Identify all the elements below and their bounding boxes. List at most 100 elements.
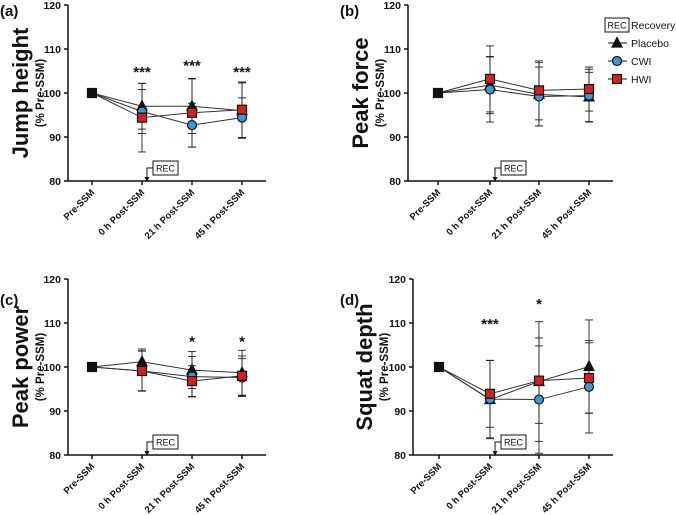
significance-marker: *** <box>481 316 499 333</box>
y-tick-label: 110 <box>44 318 61 330</box>
x-tick-label: Pre-SSM <box>409 461 444 496</box>
y-tick-label: 110 <box>384 44 401 56</box>
data-point-hwi <box>533 375 545 386</box>
data-point-baseline <box>86 361 98 373</box>
rec-annotation: REC <box>144 160 179 182</box>
rec-arrow-line <box>494 167 501 178</box>
y-axis-title: Jump height <box>8 27 33 158</box>
rec-box <box>500 434 527 450</box>
series-line-cwi <box>91 92 243 126</box>
legend-rec-box-label: REC <box>607 21 627 31</box>
rec-arrow-line <box>494 441 501 452</box>
significance-marker: *** <box>133 64 151 81</box>
series-line-hwi <box>438 366 590 395</box>
y-tick-label: 80 <box>49 176 61 188</box>
rec-arrow-line <box>146 167 153 178</box>
panel-d: (d)Squat depth (% Pre-SSM) 80 90 100 110 120 Pr… <box>340 274 613 515</box>
y-tick-label: 120 <box>388 274 406 286</box>
x-tick-label: 21 h Post-SSM <box>143 461 197 515</box>
y-tick-label: 90 <box>394 406 406 418</box>
series-line-placebo <box>91 92 243 112</box>
panel-label: (c) <box>0 292 18 309</box>
y-tick-label: 80 <box>389 176 401 188</box>
legend-label: Placebo <box>631 38 669 50</box>
y-tick-label: 100 <box>388 362 406 374</box>
x-tick-label: 21 h Post-SSM <box>490 187 544 241</box>
legend-item-cwi: CWI <box>608 55 651 68</box>
y-axis-subtitle: (% Pre-SSM) <box>35 333 47 402</box>
triangle-icon <box>611 36 623 48</box>
legend-label: CWI <box>631 56 651 68</box>
data-point-cwi <box>533 394 545 405</box>
y-tick-label: 90 <box>389 132 401 144</box>
data-point-hwi <box>236 370 248 381</box>
rec-arrow-line <box>146 441 153 452</box>
x-tick-label: 0 h Post-SSM <box>96 187 147 238</box>
y-tick-label: 100 <box>43 362 61 374</box>
x-tick-label: Pre-SSM <box>62 187 97 222</box>
y-tick-label: 100 <box>43 88 61 100</box>
significance-marker: * <box>239 334 245 351</box>
series-line-placebo <box>91 361 243 374</box>
data-point-hwi <box>236 104 248 115</box>
y-axis-subtitle: (% Pre-SSM) <box>35 59 47 128</box>
y-tick-label: 80 <box>394 450 406 462</box>
y-tick-label: 120 <box>383 0 401 12</box>
y-axis-title: Squat depth <box>352 303 377 430</box>
data-point-baseline <box>433 361 445 373</box>
data-point-placebo <box>136 354 148 367</box>
rec-label: REC <box>156 438 176 448</box>
arrow-down-icon <box>492 177 498 182</box>
series-line-hwi <box>91 92 243 119</box>
y-tick-label: 90 <box>49 132 61 144</box>
y-tick-label: 100 <box>383 88 401 100</box>
series-line-hwi <box>91 366 243 382</box>
x-tick-label: Pre-SSM <box>62 461 97 496</box>
y-tick-label: 120 <box>43 274 61 286</box>
data-point-hwi <box>484 73 496 85</box>
x-tick-label: 0 h Post-SSM <box>96 461 147 512</box>
panel-a: (a) Jump height (% Pre-SSM) 80 90 100 110 120 Pr… <box>0 0 266 242</box>
y-tick-label: 110 <box>44 44 61 56</box>
series-line-placebo <box>438 366 590 401</box>
data-point-hwi <box>186 107 198 118</box>
y-axis-title: Peak force <box>348 37 373 148</box>
y-axis-title: Peak power <box>8 305 33 428</box>
circle-icon <box>611 55 623 67</box>
panel-c: (c)Peak power (% Pre-SSM) 80 90 100 110 120 Pre… <box>0 274 266 515</box>
panel-label: (b) <box>340 3 359 20</box>
data-point-cwi <box>484 84 496 95</box>
x-tick-label: 45 h Post-SSM <box>540 461 594 515</box>
series-line-cwi <box>437 88 590 98</box>
data-point-hwi <box>583 372 595 384</box>
legend-rec-box <box>604 17 630 33</box>
x-tick-label: 45 h Post-SSM <box>540 187 594 241</box>
y-tick-label: 120 <box>43 0 61 12</box>
rec-annotation: REC <box>492 160 527 182</box>
y-tick-label: 110 <box>389 318 406 330</box>
rec-label: REC <box>504 438 524 448</box>
significance-marker: * <box>189 334 195 351</box>
x-tick-label: 45 h Post-SSM <box>193 461 247 515</box>
data-point-cwi <box>583 381 595 392</box>
series-line-hwi <box>437 78 590 94</box>
y-tick-label: 80 <box>49 450 61 462</box>
series-line-cwi <box>438 366 590 401</box>
x-tick-label: 0 h Post-SSM <box>444 461 495 512</box>
data-point-baseline <box>86 87 98 99</box>
y-axis-subtitle: (% Pre-SSM) <box>379 333 391 402</box>
data-point-hwi <box>136 365 148 377</box>
rec-annotation: REC <box>492 434 527 456</box>
significance-marker: * <box>536 296 542 313</box>
panel-label: (d) <box>340 292 359 309</box>
x-tick-label: 21 h Post-SSM <box>490 461 544 515</box>
rec-box <box>152 434 179 450</box>
legend-recovery-label: Recovery <box>631 20 676 32</box>
data-point-cwi <box>186 120 198 131</box>
data-point-hwi <box>484 388 496 399</box>
y-axis-subtitle: (% Pre-SSM) <box>375 59 387 128</box>
legend-item-hwi: HWI <box>608 73 651 86</box>
panel-label: (a) <box>0 3 18 20</box>
data-point-hwi <box>136 112 148 123</box>
